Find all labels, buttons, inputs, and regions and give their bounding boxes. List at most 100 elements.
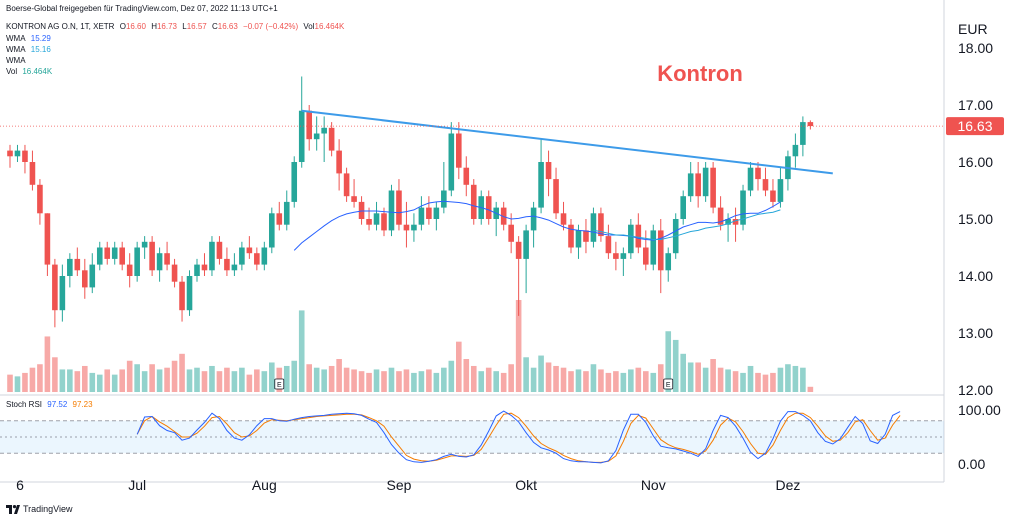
stoch-label: Stoch RSI	[6, 400, 43, 409]
volume-bar	[149, 364, 155, 392]
candle-body	[732, 219, 739, 225]
price-tick-label: 18.00	[958, 40, 993, 56]
volume-bar	[590, 364, 597, 392]
volume-bar	[478, 371, 485, 392]
last-price-badge	[946, 117, 1004, 136]
volume-bar	[672, 339, 679, 392]
legend-symbol-row: KONTRON AG O.N, 1T, XETR O16.60 H16.73 L…	[6, 22, 347, 32]
volume-bar	[37, 364, 43, 392]
close-label: C	[211, 22, 218, 31]
candle-body	[770, 190, 776, 202]
open-label: O	[119, 22, 126, 31]
volume-bar	[515, 300, 522, 392]
wma2-value: 15.16	[30, 45, 51, 54]
candle-body	[657, 230, 664, 271]
candle-body	[201, 264, 208, 271]
candle-body	[396, 190, 402, 225]
volume-bars	[7, 300, 814, 392]
volume-bar	[254, 369, 260, 392]
legend-wma2-row[interactable]: WMA 15.16	[6, 45, 54, 55]
volume-bar	[336, 359, 342, 392]
price-tick-label: 13.00	[958, 325, 993, 341]
candle-body	[96, 247, 103, 265]
volume-bar	[396, 371, 402, 392]
candle-body	[179, 281, 185, 311]
time-tick-label: Sep	[386, 477, 411, 493]
legend-volume-row[interactable]: Vol 16.464K	[6, 67, 55, 77]
legend-wma3-row[interactable]: WMA	[6, 56, 29, 66]
candle-body	[261, 247, 268, 265]
volume-bar	[792, 365, 799, 392]
candle-body	[7, 150, 13, 157]
volume-bar	[141, 371, 148, 392]
high-label: H	[151, 22, 157, 31]
candle-body	[283, 201, 290, 225]
legend-wma1-row[interactable]: WMA 15.29	[6, 34, 54, 44]
volume-bar	[261, 371, 268, 392]
candle-body	[538, 162, 544, 208]
candle-body	[164, 253, 170, 265]
candle-body	[508, 224, 514, 242]
volume-bar	[328, 365, 335, 392]
candle-body	[545, 162, 552, 180]
volume-bar	[291, 360, 298, 392]
volume-bar	[523, 357, 529, 392]
candle-body	[463, 167, 470, 185]
candle-body	[792, 144, 799, 157]
vol-label: Vol	[303, 22, 315, 31]
stoch-tick-label: 100.00	[958, 402, 1001, 418]
candle-body	[650, 230, 657, 265]
volume-bar	[22, 372, 28, 392]
volume-bar	[426, 369, 432, 392]
candle-body	[553, 179, 559, 214]
candle-body	[725, 219, 731, 225]
volume-bar	[725, 369, 731, 392]
candle-body	[343, 173, 350, 197]
tradingview-brand[interactable]: TradingView	[6, 504, 73, 514]
candle-body	[239, 247, 245, 265]
volume-bar	[500, 372, 507, 392]
candle-body	[82, 270, 88, 288]
volume-bar	[351, 369, 357, 392]
brand-name: TradingView	[23, 504, 73, 514]
candle-body	[523, 230, 529, 259]
volume-bar	[657, 364, 664, 392]
stoch-tick-label: 0.00	[958, 456, 985, 472]
candle-body	[149, 241, 155, 271]
candle-body	[680, 196, 686, 219]
price-tick-label: 16.00	[958, 154, 993, 170]
earnings-marker	[663, 378, 674, 390]
volume-bar	[613, 371, 619, 392]
indicator-lines	[0, 109, 944, 251]
vol2-label: Vol	[6, 67, 18, 76]
candle-body	[381, 213, 387, 231]
volume-bar	[89, 372, 96, 392]
volume-bar	[456, 341, 462, 392]
earnings-marker-label: E	[277, 382, 282, 389]
volume-bar	[134, 364, 140, 392]
candle-body	[695, 173, 701, 197]
volume-bar	[403, 369, 410, 392]
volume-bar	[650, 372, 657, 392]
candle-body	[747, 167, 754, 191]
candle-body	[89, 264, 96, 288]
volume-bar	[186, 369, 193, 392]
volume-bar	[111, 374, 118, 392]
open-value: 16.60	[125, 22, 146, 31]
legend-stoch-row[interactable]: Stoch RSI 97.52 97.23	[6, 400, 96, 410]
volume-bar	[687, 362, 694, 392]
candle-body	[418, 207, 425, 225]
volume-bar	[695, 362, 701, 392]
change-value: −0.07 (−0.42%)	[243, 22, 299, 31]
volume-bar	[156, 369, 163, 392]
candle-body	[575, 230, 582, 248]
candle-body	[336, 150, 342, 174]
volume-bar	[508, 364, 514, 392]
candle-body	[373, 213, 380, 225]
volume-bar	[463, 359, 470, 392]
candle-body	[141, 241, 148, 248]
volume-bar	[493, 371, 499, 392]
candle-body	[366, 219, 372, 225]
wma-slow-line	[593, 209, 781, 240]
